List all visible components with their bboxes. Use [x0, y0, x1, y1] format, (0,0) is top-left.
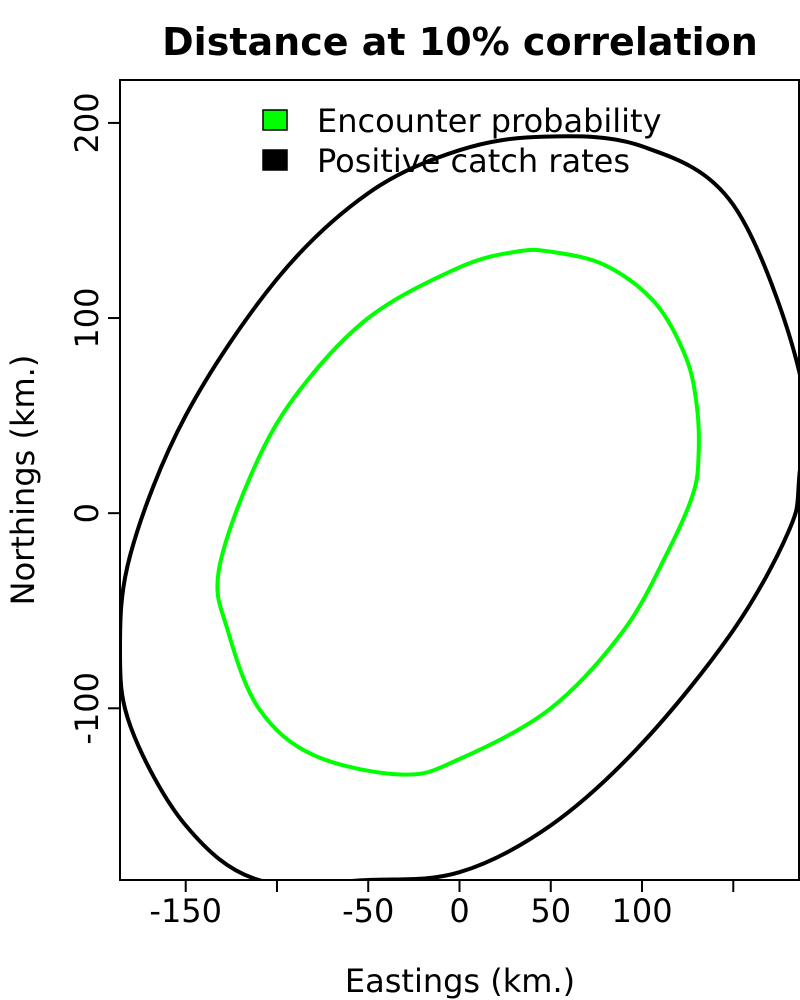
series-layer: [120, 134, 799, 880]
x-tick-label: -50: [342, 892, 394, 930]
y-axis-label: Northings (km.): [4, 355, 42, 606]
y-tick-label: 0: [68, 503, 106, 523]
series-curve-encounter-probability: [215, 247, 701, 777]
y-tick-label: 100: [68, 288, 106, 349]
x-tick-label: 0: [449, 892, 469, 930]
x-tick-label: 50: [530, 892, 571, 930]
series-curve-positive-catch-rates: [120, 134, 799, 880]
chart-title: Distance at 10% correlation: [162, 20, 758, 64]
y-tick-label: 200: [68, 92, 106, 153]
x-tick-label: 100: [611, 892, 672, 930]
x-axis-label: Eastings (km.): [345, 962, 575, 1000]
x-tick-label: -150: [149, 892, 222, 930]
x-axis: -150 -50 0 50 100: [149, 880, 735, 930]
legend: Encounter probability Positive catch rat…: [262, 102, 662, 180]
legend-swatch-encounter-probability: [262, 109, 288, 131]
legend-label-positive-catch-rates: Positive catch rates: [317, 142, 630, 180]
y-axis: -100 0 100 200: [68, 92, 120, 745]
legend-label-encounter-probability: Encounter probability: [317, 102, 662, 140]
legend-swatch-positive-catch-rates: [262, 149, 288, 171]
y-tick-label: -100: [68, 672, 106, 745]
